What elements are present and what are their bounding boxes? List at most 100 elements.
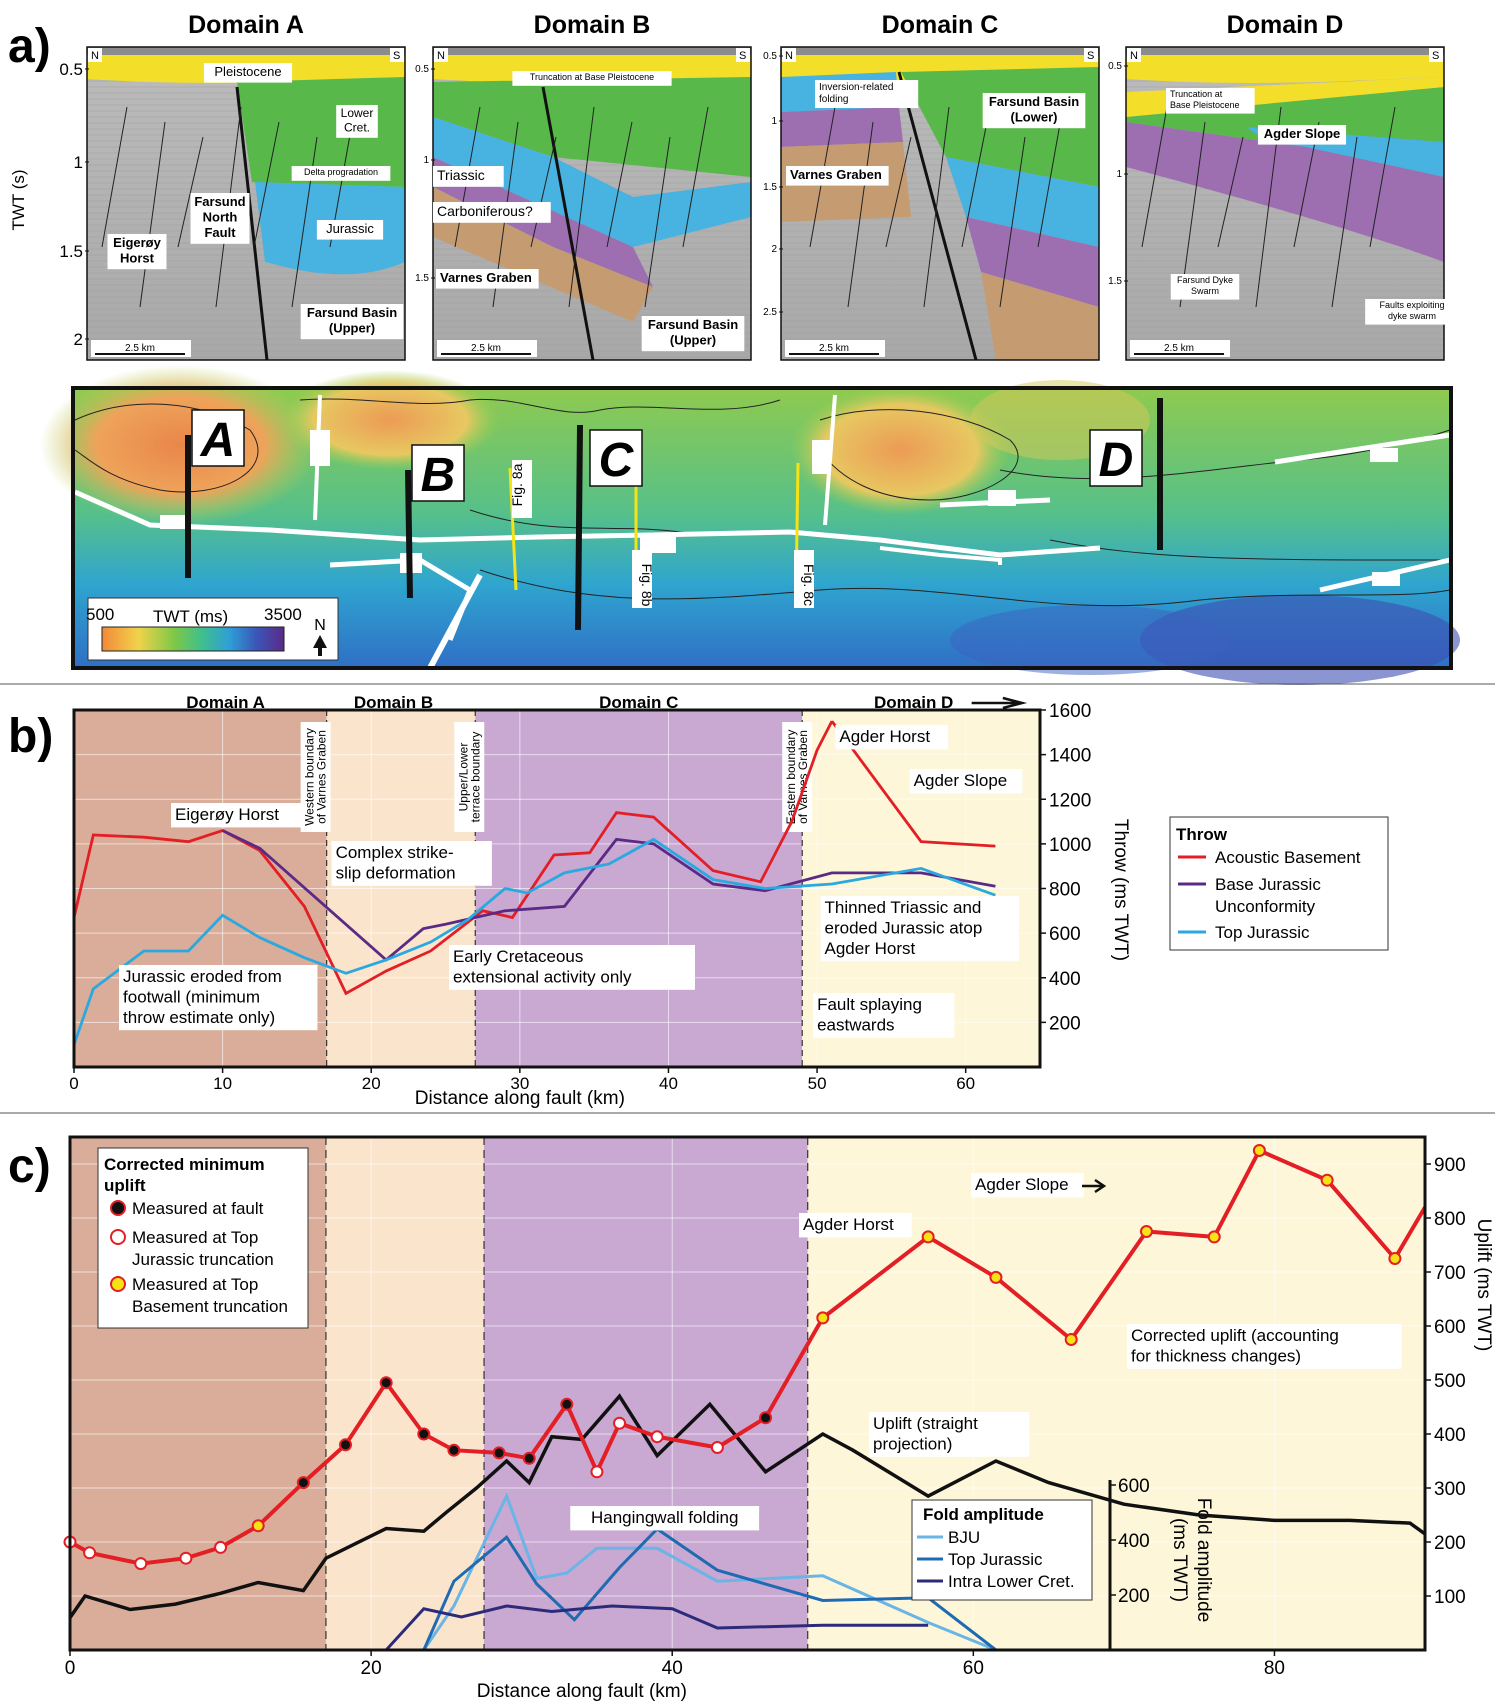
y-tick-label-line: 600	[1049, 924, 1081, 945]
uplift-legend-item-1: Measured at Top Jurassic truncation	[132, 1228, 274, 1269]
fig-label-bg	[794, 550, 814, 608]
uplift-marker	[296, 1476, 310, 1490]
fold-legend-item-0-line: BJU	[948, 1528, 980, 1547]
section-label-b0-bg	[512, 71, 672, 86]
section-label-c2-line: Varnes Graben	[790, 167, 882, 182]
section-label-d1: Agder Slope	[1264, 126, 1341, 141]
map-marker-b: B	[421, 449, 456, 502]
north-box	[1127, 48, 1141, 62]
x-tick-label-line: 80	[1264, 1658, 1285, 1679]
section-label-b0: Truncation at Base Pleistocene	[530, 72, 654, 82]
annotation-b-6-line: Agder Horst	[825, 939, 916, 958]
jurassic-layer	[433, 117, 751, 247]
pleistocene-layer	[1126, 55, 1444, 83]
fold-tick-label-line: 400	[1118, 1531, 1150, 1552]
section-label-b1-line: Triassic	[437, 167, 485, 183]
y-tick-label-line: 400	[1049, 969, 1081, 990]
north-box	[88, 48, 102, 62]
annotation-b-1-line: Complex strike-	[336, 843, 454, 862]
north-marker-line: N	[91, 50, 99, 62]
annotation-b-1: Complex strike-slip deformation	[336, 843, 456, 882]
jurassic-hangingwall	[946, 157, 1099, 247]
north-marker: N	[91, 50, 99, 62]
section-label-a5: Eigerøy Horst	[113, 235, 161, 266]
scale-label-line: 2.5 km	[819, 343, 849, 354]
fold-axis-title-line: Fold amplitude	[1193, 1498, 1214, 1623]
domain-header-2-line: Domain C	[599, 693, 678, 712]
annotation-c-4-line: Hangingwall folding	[591, 1508, 738, 1527]
section-label-a6-line: (Upper)	[329, 321, 375, 336]
south-marker: S	[393, 50, 400, 62]
boundary-label-0-line: Western boundary	[303, 728, 317, 826]
scale-box	[1130, 340, 1230, 357]
annotation-c-3-line: Uplift (straight	[873, 1414, 978, 1433]
north-marker-line: N	[437, 50, 445, 62]
arrow-right-icon	[971, 696, 1028, 710]
annotation-c-4: Hangingwall folding	[591, 1508, 738, 1527]
main-fault	[541, 86, 595, 361]
arrow-right-icon	[1082, 1178, 1107, 1194]
uplift-marker	[251, 1519, 265, 1533]
map-marker-box	[411, 444, 465, 502]
fold-legend-title-line: Fold amplitude	[923, 1505, 1044, 1524]
y-tick-label: 700	[1434, 1263, 1466, 1284]
annotation-b-6: Thinned Triassic and eroded Jurassic atop…	[825, 898, 983, 958]
section-label-b3-line: Varnes Graben	[440, 270, 532, 285]
twt-tick-line: 0.5	[415, 64, 429, 75]
section-label-a2-bg	[291, 166, 391, 181]
scale-box	[437, 340, 537, 357]
minor-fault	[1037, 106, 1064, 248]
uplift-marker	[816, 1311, 830, 1325]
annotation-b-5-bg	[909, 769, 1023, 794]
section-label-a6-bg	[300, 304, 404, 340]
twt-tick-line: 2.5	[763, 307, 777, 318]
domain-title-d: Domain D	[1227, 11, 1344, 39]
section-label-a0-bg	[203, 63, 293, 83]
annotation-b-3: Early Cretaceous extensional activity onl…	[453, 947, 632, 986]
x-tick-label-line: 20	[361, 1658, 382, 1679]
uplift-marker	[214, 1540, 228, 1554]
twt-tick-line: 1	[74, 153, 83, 172]
x-tick-label-line: 60	[963, 1658, 984, 1679]
south-box	[390, 48, 404, 62]
x-tick-label-line: 40	[659, 1074, 678, 1093]
section-label-b2: Carboniferous?	[437, 203, 533, 219]
y-tick-label-line: 300	[1434, 1479, 1466, 1500]
x-tick-label-line: 30	[510, 1074, 529, 1093]
fold-series-2	[385, 1604, 929, 1652]
fold-series-1	[422, 1527, 997, 1652]
scale-label-line: 2.5 km	[471, 343, 501, 354]
annotation-b-3-line: extensional activity only	[453, 967, 632, 986]
legend-marker-0	[110, 1200, 126, 1216]
section-label-b1-bg	[433, 166, 504, 187]
section-label-a5-line: Horst	[120, 251, 155, 266]
section-label-d2-line: Farsund Dyke	[1177, 275, 1233, 285]
fold-legend: Fold amplitude BJU Top Jurassic Intra Lower…	[911, 1499, 1093, 1601]
section-label-d0-line: Base Pleistocene	[1170, 100, 1240, 110]
y-tick-label-line: 700	[1434, 1263, 1466, 1284]
triassic-layer	[1126, 122, 1444, 262]
twt-tick: 0.5	[415, 64, 429, 75]
uplift-marker	[379, 1376, 393, 1390]
fig-label-bg	[512, 460, 532, 518]
minor-fault	[961, 121, 988, 248]
fig-label-1-line: Fig. 8a	[509, 463, 525, 506]
section-label-c0: Inversion-related folding	[819, 82, 893, 105]
fold-axis-title: Fold amplitude(ms TWT)	[1169, 1498, 1214, 1623]
seismic-sections: Domain A N S 0.5 1 1.5 2 2.5 km Domain B N S 0.5 1 1.…	[59, 11, 1459, 361]
uplift-legend-item-1-line: Measured at Top	[132, 1228, 258, 1247]
section-label-a4: Jurassic	[326, 221, 374, 236]
x-tick-label-line: 60	[956, 1074, 975, 1093]
y-tick-label: 800	[1434, 1209, 1466, 1230]
y-tick-label: 600	[1049, 924, 1081, 945]
uplift-marker	[590, 1465, 604, 1479]
uplift-marker	[921, 1230, 935, 1244]
uplift-marker	[560, 1397, 574, 1411]
twt-tick-line: 2	[771, 244, 777, 255]
x-axis-title-line: Distance along fault (km)	[415, 1088, 625, 1109]
annotation-b-2: Jurassic eroded from footwall (minimum thr…	[123, 967, 282, 1027]
y-tick-label-line: 200	[1434, 1533, 1466, 1554]
boundary-label-group-0: Western boundaryof Varnes Graben	[300, 722, 331, 832]
north-arrow-icon	[313, 635, 327, 656]
